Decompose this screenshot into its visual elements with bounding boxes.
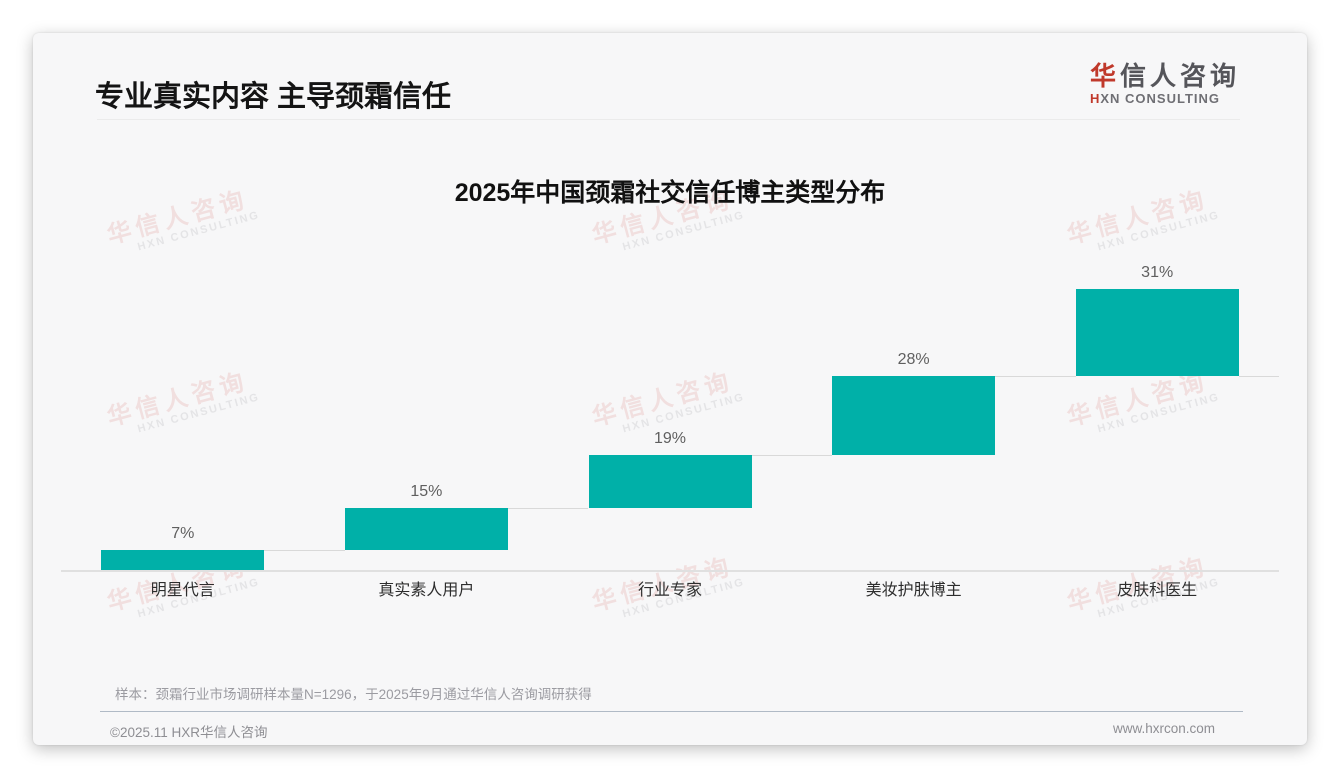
x-axis-category-label: 美妆护肤博主 bbox=[865, 582, 962, 599]
chart-title: 2025年中国颈霜社交信任博主类型分布 bbox=[454, 179, 886, 207]
report-card: 华信人咨询 HXN CONSULTING 华信人咨询 HXN CONSULTING 华信… bbox=[33, 33, 1307, 745]
logo-cn-accent: 华 bbox=[1089, 61, 1120, 91]
copyright-text: ©2025.11 HXR华信人咨询 bbox=[110, 725, 268, 740]
bar-美妆护肤博主[interactable] bbox=[832, 376, 996, 455]
bar-明星代言[interactable] bbox=[101, 550, 265, 570]
step-connector bbox=[507, 508, 589, 510]
bar-皮肤科医生[interactable] bbox=[1075, 289, 1239, 377]
step-connector-trailing bbox=[1238, 376, 1279, 378]
bar-value-label: 7% bbox=[171, 525, 195, 543]
sample-note: 样本：颈霜行业市场调研样本量N=1296，于2025年9月通过华信人咨询调研获得 bbox=[115, 687, 592, 702]
bar-value-label: 15% bbox=[410, 483, 443, 501]
step-connector bbox=[751, 454, 833, 456]
bar-value-label: 28% bbox=[897, 351, 930, 369]
header-divider bbox=[97, 119, 1240, 120]
page-title: 专业真实内容 主导颈霜信任 bbox=[95, 81, 452, 113]
website-url: www.hxrcon.com bbox=[1112, 721, 1215, 736]
logo-en-rest: XN CONSULTING bbox=[1100, 91, 1221, 106]
logo-en-accent: H bbox=[1089, 91, 1101, 106]
logo-chinese-text: 华信人咨询 bbox=[1090, 61, 1240, 91]
logo-cn-rest: 信人咨询 bbox=[1119, 61, 1240, 91]
step-connector bbox=[264, 550, 345, 552]
x-axis-line bbox=[61, 570, 1279, 572]
waterfall-chart: 7% 明星代言 15% 真实素人用户 19% 行业专家 28% 美妆护肤博主 31% 皮肤科医生 bbox=[61, 223, 1279, 623]
step-connector bbox=[995, 376, 1076, 378]
bar-行业专家[interactable] bbox=[588, 454, 752, 509]
bar-value-label: 31% bbox=[1141, 264, 1174, 281]
x-axis-category-label: 行业专家 bbox=[637, 582, 702, 599]
bar-value-label: 19% bbox=[653, 429, 687, 447]
footer-divider bbox=[100, 711, 1243, 712]
company-logo: 华信人咨询 HXN CONSULTING bbox=[1090, 61, 1240, 106]
x-axis-category-label: 真实素人用户 bbox=[378, 582, 475, 599]
x-axis-category-label: 皮肤科医生 bbox=[1117, 582, 1198, 599]
logo-english-text: HXN CONSULTING bbox=[1090, 91, 1240, 106]
bar-真实素人用户[interactable] bbox=[344, 508, 508, 551]
x-axis-category-label: 明星代言 bbox=[150, 582, 215, 599]
